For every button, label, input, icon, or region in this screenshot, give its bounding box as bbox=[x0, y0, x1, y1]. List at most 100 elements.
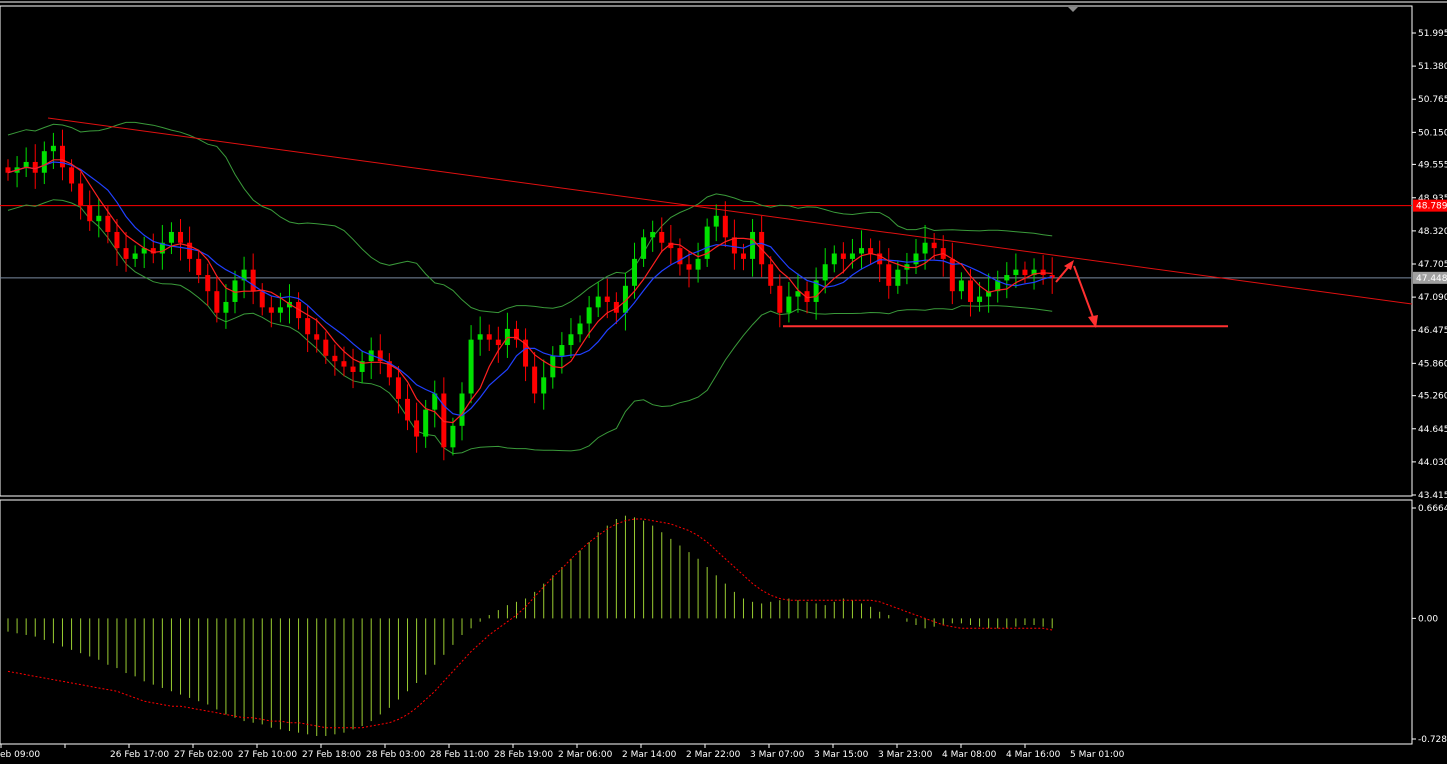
level-price-tag bbox=[1413, 199, 1447, 212]
candle-body bbox=[677, 248, 683, 265]
price-tick-label: 43.415 bbox=[1418, 491, 1447, 501]
time-tick-label: 28 Feb 19:00 bbox=[494, 750, 553, 760]
candle-body bbox=[713, 215, 719, 227]
candle-body bbox=[441, 393, 447, 448]
candle-body bbox=[922, 242, 928, 254]
candle-body bbox=[731, 237, 737, 254]
arrow-down-segment bbox=[1073, 265, 1095, 321]
level-price-label: 48.789 bbox=[1416, 202, 1447, 212]
candle-body bbox=[87, 205, 93, 222]
candle-body bbox=[187, 242, 193, 259]
price-tick-label: 48.320 bbox=[1418, 227, 1447, 237]
candle-body bbox=[1022, 269, 1028, 276]
time-tick-label: 4 Mar 16:00 bbox=[1006, 750, 1061, 760]
candle-body bbox=[622, 285, 628, 313]
candle-body bbox=[395, 377, 401, 399]
candle-body bbox=[341, 361, 347, 367]
arrow-up-head-icon bbox=[1064, 260, 1074, 270]
candle-body bbox=[668, 242, 674, 249]
candle-body bbox=[1049, 275, 1055, 278]
time-tick-label: 3 Mar 15:00 bbox=[814, 750, 869, 760]
candle-body bbox=[786, 296, 792, 313]
shift-marker-icon[interactable] bbox=[1068, 7, 1078, 12]
candle-body bbox=[750, 231, 756, 259]
price-layer bbox=[0, 117, 1413, 461]
time-tick-label: 27 Feb 10:00 bbox=[238, 750, 297, 760]
candle-body bbox=[96, 215, 102, 222]
candle-body bbox=[205, 275, 211, 292]
candle-body bbox=[69, 167, 75, 184]
candle-body bbox=[350, 366, 356, 372]
candle-body bbox=[795, 291, 801, 297]
candle-body bbox=[931, 242, 937, 249]
candle-body bbox=[1004, 275, 1010, 281]
moving-average-slow bbox=[7, 161, 1053, 417]
candle-body bbox=[840, 253, 846, 259]
candle-body bbox=[150, 248, 156, 254]
time-tick-label: 27 Feb 02:00 bbox=[174, 750, 233, 760]
signal-line bbox=[7, 518, 1053, 729]
candle-body bbox=[305, 318, 311, 335]
candle-body bbox=[250, 269, 256, 292]
candle-body bbox=[868, 248, 874, 254]
current-price-label: 47.448 bbox=[1416, 274, 1447, 284]
candle-body bbox=[178, 231, 184, 243]
price-tick-label: 51.380 bbox=[1418, 62, 1447, 72]
candle-body bbox=[613, 301, 619, 313]
candle-body bbox=[495, 339, 501, 346]
candle-body bbox=[41, 151, 47, 173]
candle-body bbox=[804, 291, 810, 302]
candle-body bbox=[1031, 269, 1037, 276]
candle-body bbox=[686, 264, 692, 270]
time-tick-label: 2 Mar 14:00 bbox=[622, 750, 677, 760]
time-tick-label: eb 09:00 bbox=[0, 750, 40, 760]
axis-layer: 51.995 51.380 50.765 50.150 49.555 48.935 48.3… bbox=[1412, 29, 1447, 745]
candle-body bbox=[468, 339, 474, 394]
candle-body bbox=[632, 258, 638, 286]
candle-body bbox=[586, 307, 592, 324]
time-tick-label: 26 Feb 17:00 bbox=[110, 750, 169, 760]
candle-body bbox=[740, 253, 746, 259]
candle-body bbox=[759, 231, 765, 265]
oscillator-tick-label: 0.6664 bbox=[1418, 504, 1447, 514]
candle-body bbox=[232, 280, 238, 302]
current-price-tag bbox=[1413, 271, 1447, 284]
candle-body bbox=[450, 425, 456, 448]
candle-body bbox=[513, 328, 519, 340]
candle-body bbox=[849, 253, 855, 259]
candle-body bbox=[604, 296, 610, 302]
candle-body bbox=[477, 334, 483, 340]
candle-body bbox=[277, 307, 283, 313]
candle-body bbox=[958, 280, 964, 292]
candle-body bbox=[214, 291, 220, 313]
price-tick-label: 49.555 bbox=[1418, 160, 1447, 170]
candle-body bbox=[159, 242, 165, 254]
price-tick-label: 44.030 bbox=[1418, 458, 1447, 468]
descending-trendline bbox=[47, 117, 1413, 305]
time-tick-label: 3 Mar 23:00 bbox=[878, 750, 933, 760]
candle-body bbox=[641, 237, 647, 259]
oscillator-tick-label: 0.00 bbox=[1418, 614, 1438, 624]
candle-body bbox=[196, 258, 202, 276]
time-axis: eb 09:00 26 Feb 17:00 27 Feb 02:00 27 Feb 1… bbox=[0, 744, 1125, 760]
time-tick-label: 5 Mar 01:00 bbox=[1070, 750, 1125, 760]
candle-body bbox=[5, 167, 11, 173]
candle-body bbox=[568, 334, 574, 346]
bollinger-upper-band bbox=[7, 121, 1053, 314]
candle-body bbox=[986, 291, 992, 297]
price-tick-label: 50.150 bbox=[1418, 128, 1447, 138]
candle-body bbox=[259, 291, 265, 308]
candle-body bbox=[650, 231, 656, 238]
price-tick-label: 45.260 bbox=[1418, 392, 1447, 402]
arrow-down-head-icon bbox=[1088, 315, 1098, 328]
price-tick-label: 46.475 bbox=[1418, 326, 1447, 336]
price-panel-frame bbox=[0, 5, 1413, 497]
candle-body bbox=[314, 334, 320, 340]
oscillator-tick-label: -0.7282 bbox=[1418, 735, 1447, 745]
candle-body bbox=[359, 361, 365, 372]
candle-body bbox=[822, 264, 828, 281]
time-tick-label: 2 Mar 22:00 bbox=[686, 750, 741, 760]
candle-body bbox=[459, 393, 465, 426]
